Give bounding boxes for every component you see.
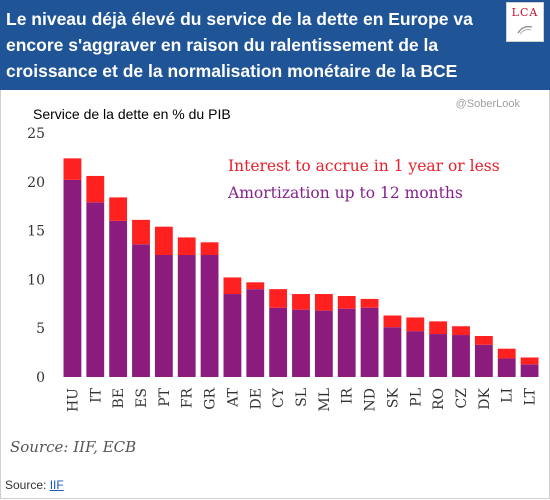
bar-amortization-pt [154, 255, 173, 377]
footer-source-link[interactable]: IIF [49, 478, 64, 492]
bar-amortization-sk [383, 327, 402, 377]
bar-interest-nd [360, 298, 379, 308]
x-tick-label: ML [317, 388, 333, 412]
logo-text: LCA [511, 6, 539, 19]
chart-frame: Service de la dette en % du PIB @SoberLo… [0, 90, 550, 499]
bar-interest-de [246, 282, 265, 290]
bar-interest-sl [292, 294, 310, 310]
chart-title: Service de la dette en % du PIB [33, 106, 231, 122]
x-tick-label: AT [225, 387, 241, 407]
x-tick-label: ND [363, 388, 379, 411]
y-tick-label: 5 [36, 321, 45, 337]
x-tick-label: CZ [454, 388, 470, 409]
y-tick-label: 20 [27, 175, 45, 191]
bar-interest-dk [474, 336, 493, 345]
x-tick-label: BE [111, 388, 127, 409]
bar-interest-it [86, 175, 105, 203]
bar-amortization-de [246, 289, 265, 377]
bar-interest-ml [314, 294, 333, 311]
x-tick-label: HU [65, 388, 81, 412]
y-tick-label: 0 [36, 370, 45, 386]
lca-logo: LCA [506, 2, 544, 42]
y-tick-label: 15 [27, 224, 45, 240]
bar-amortization-cz [452, 335, 470, 377]
x-tick-label: IR [340, 388, 356, 405]
bar-interest-ir [337, 295, 356, 309]
x-tick-label: DK [477, 387, 493, 409]
x-tick-label: ES [134, 388, 150, 408]
y-tick-label: 10 [27, 272, 45, 288]
legend-interest: Interest to accrue in 1 year or less [228, 157, 500, 175]
bar-amortization-pl [406, 331, 425, 377]
bar-amortization-li [497, 358, 516, 377]
x-tick-label: GR [203, 388, 219, 410]
legend-amortization: Amortization up to 12 months [227, 184, 463, 202]
bar-amortization-gr [200, 255, 219, 377]
chart-svg: Service de la dette en % du PIB @SoberLo… [10, 98, 539, 456]
bar-amortization-sl [292, 309, 310, 377]
bar-amortization-dk [474, 344, 493, 377]
x-axis: HU IT BE ES PT FR GR AT DE CY SL ML IR ND SK PL RO CZ DK LI… [65, 387, 538, 412]
bars-group [63, 158, 539, 377]
bar-interest-fr [177, 237, 196, 255]
bar-interest-li [497, 348, 516, 359]
bar-interest-hu [63, 158, 82, 180]
bar-amortization-be [109, 220, 128, 377]
header-banner: Le niveau déjà élevé du service de la de… [0, 0, 550, 90]
x-tick-label: RO [431, 388, 447, 410]
bar-interest-cz [452, 326, 470, 336]
x-tick-label: DE [248, 388, 264, 409]
bar-amortization-fr [177, 255, 196, 377]
bar-amortization-ro [429, 334, 448, 377]
chart-source: Source: IIF, ECB [10, 438, 136, 456]
page-title: Le niveau déjà élevé du service de la de… [6, 9, 473, 81]
bar-interest-gr [200, 242, 219, 255]
bar-interest-lt [520, 357, 539, 365]
x-tick-label: IT [88, 387, 104, 403]
bar-amortization-ir [337, 308, 356, 377]
bar-interest-pl [406, 317, 425, 332]
x-tick-label: PL [408, 388, 424, 407]
bar-amortization-hu [63, 179, 82, 377]
x-tick-label: FR [180, 388, 196, 409]
bar-interest-ro [429, 321, 448, 335]
x-tick-label: SK [385, 387, 401, 408]
footer-source-label: Source: [5, 478, 47, 492]
x-tick-label: PT [157, 387, 173, 406]
bar-interest-be [109, 197, 128, 221]
bar-amortization-at [223, 294, 242, 377]
y-axis: 0 5 10 15 20 25 [27, 126, 45, 386]
bar-interest-at [223, 277, 242, 295]
x-tick-label: SL [294, 388, 310, 407]
bar-amortization-lt [520, 364, 539, 377]
bar-interest-pt [154, 226, 173, 255]
bar-amortization-cy [269, 307, 288, 377]
logo-swoosh-icon [517, 26, 533, 35]
bar-amortization-it [86, 202, 105, 377]
bar-amortization-es [132, 244, 150, 377]
watermark: @SoberLook [456, 98, 521, 110]
y-tick-label: 25 [27, 126, 45, 142]
x-tick-label: LT [523, 387, 539, 405]
bar-amortization-ml [314, 310, 333, 377]
bar-amortization-nd [360, 307, 379, 377]
bar-interest-sk [383, 315, 402, 328]
bar-interest-cy [269, 289, 288, 308]
footer-source: Source: IIF [5, 478, 64, 492]
x-tick-label: CY [271, 387, 287, 408]
x-tick-label: LI [500, 388, 516, 403]
bar-interest-es [132, 219, 150, 245]
